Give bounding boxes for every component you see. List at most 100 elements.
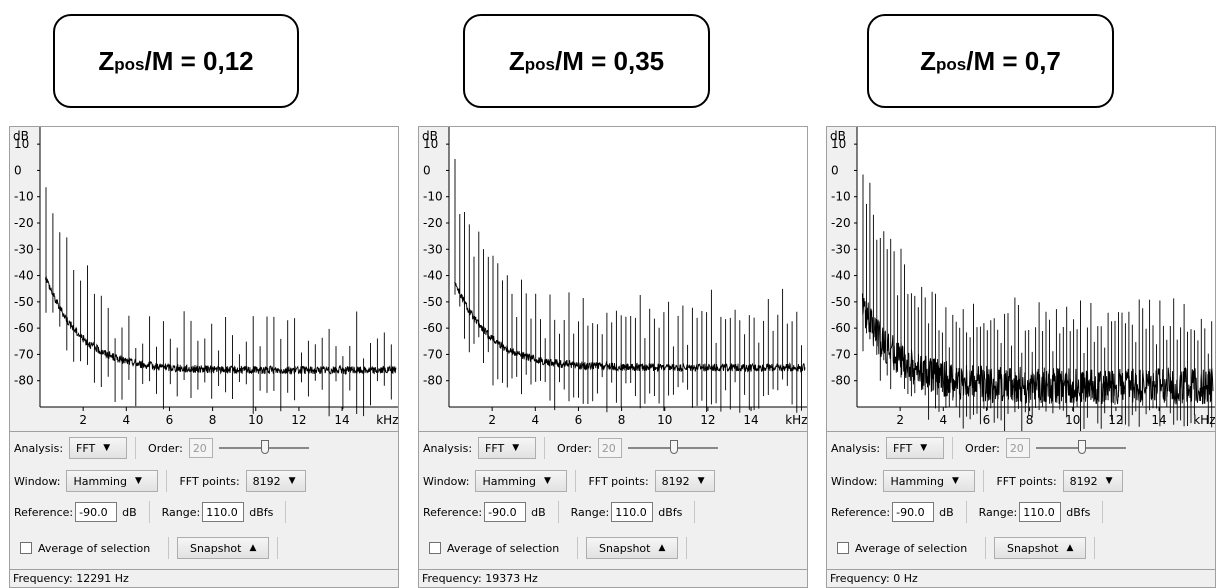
y-tick-label: -50 <box>831 295 851 309</box>
fft-points-value: 8192 <box>1069 474 1098 488</box>
average-label: Average of selection <box>447 541 560 555</box>
dropdown-arrow-icon: ▼ <box>543 476 551 486</box>
dropdown-arrow-icon: ▼ <box>288 476 296 486</box>
snapshot-label: Snapshot <box>190 541 242 555</box>
fft-points-dropdown[interactable]: 8192 ▼ <box>654 470 715 492</box>
order-slider[interactable] <box>627 437 718 459</box>
separator <box>1102 501 1104 523</box>
y-tick-label: -80 <box>14 374 34 388</box>
order-slider[interactable] <box>1035 437 1126 459</box>
reference-input[interactable]: -90.0 <box>484 502 527 522</box>
fft-points-label: FFT points: <box>588 474 649 488</box>
y-tick-label: 10 <box>423 137 438 151</box>
average-checkbox[interactable] <box>837 542 849 554</box>
analysis-dropdown[interactable]: FFT ▼ <box>69 437 128 459</box>
fft-points-dropdown[interactable]: 8192 ▼ <box>245 470 306 492</box>
y-tick-label: -40 <box>831 269 851 283</box>
dropdown-arrow-icon: ▼ <box>103 443 111 453</box>
spectrum-plot[interactable]: dB 10 0 -10 -20 -30 -40 -50 -60 -70 -80 2 4 6 8 10 12 14 k… <box>419 127 807 432</box>
y-tick-label: -70 <box>423 347 443 361</box>
order-field[interactable]: 20 <box>188 438 213 458</box>
range-input[interactable]: 110.0 <box>202 502 245 522</box>
snapshot-button[interactable]: Snapshot ▲ <box>994 537 1087 559</box>
reference-input[interactable]: -90.0 <box>892 502 935 522</box>
window-dropdown[interactable]: Hamming ▼ <box>66 470 159 492</box>
order-field[interactable]: 20 <box>597 438 622 458</box>
label-rest: /M = 0,7 <box>966 45 1061 76</box>
fft-points-value: 8192 <box>661 474 690 488</box>
y-tick-label: -80 <box>423 374 443 388</box>
window-dropdown[interactable]: Hamming ▼ <box>883 470 976 492</box>
snapshot-button[interactable]: Snapshot ▲ <box>586 537 679 559</box>
dropdown-arrow-icon: ▼ <box>512 443 520 453</box>
status-bar: Frequency: 19373 Hz <box>419 569 807 587</box>
reference-label: Reference: <box>831 505 891 519</box>
triangle-up-icon: ▲ <box>658 543 666 553</box>
frequency-readout: Frequency: 0 Hz <box>830 572 918 585</box>
fft-points-label: FFT points: <box>996 474 1057 488</box>
range-input[interactable]: 110.0 <box>611 502 654 522</box>
window-label: Window: <box>14 474 61 488</box>
separator <box>575 470 577 492</box>
reference-input[interactable]: -90.0 <box>75 502 118 522</box>
spectrum-plot[interactable]: dB 10 0 -10 -20 -30 -40 -50 -60 -70 -80 2 4 6 8 10 12 14 k… <box>10 127 398 432</box>
average-row: Average of selection Snapshot ▲ <box>419 533 695 563</box>
dropdown-arrow-icon: ▼ <box>920 443 928 453</box>
fft-points-dropdown[interactable]: 8192 ▼ <box>1062 470 1123 492</box>
y-tick-label: -40 <box>14 269 34 283</box>
y-tick-label: 0 <box>831 163 839 177</box>
order-field[interactable]: 20 <box>1005 438 1030 458</box>
window-row: Window: Hamming ▼ FFT points: 8192 ▼ <box>827 466 1123 496</box>
x-tick-label: 12 <box>291 413 306 427</box>
triangle-up-icon: ▲ <box>249 543 257 553</box>
separator <box>277 537 279 559</box>
label-sub: pos <box>936 55 967 74</box>
y-axis-label: dB <box>13 129 29 143</box>
slider-thumb[interactable] <box>260 440 269 454</box>
order-slider[interactable] <box>218 437 309 459</box>
analysis-dropdown[interactable]: FFT ▼ <box>886 437 945 459</box>
reference-unit: dB <box>531 505 546 519</box>
average-checkbox[interactable] <box>429 542 441 554</box>
spectrum-panel-2: dB 10 0 -10 -20 -30 -40 -50 -60 -70 -80 2 4 6 8 10 12 14 k… <box>418 126 808 588</box>
average-label: Average of selection <box>38 541 151 555</box>
y-tick-label: -40 <box>423 269 443 283</box>
x-tick-label: 12 <box>700 413 715 427</box>
range-label: Range: <box>161 505 201 519</box>
separator <box>168 537 170 559</box>
slider-thumb[interactable] <box>1077 440 1086 454</box>
reference-row: Reference: -90.0 dB Range: 110.0 dBfs <box>827 497 1111 527</box>
range-input[interactable]: 110.0 <box>1019 502 1062 522</box>
fft-points-value: 8192 <box>252 474 281 488</box>
y-tick-label: -20 <box>423 216 443 230</box>
x-tick-label: 14 <box>743 413 758 427</box>
x-tick-label: 8 <box>209 413 217 427</box>
average-checkbox[interactable] <box>20 542 32 554</box>
spectrum-plot[interactable]: dB 10 0 -10 -20 -30 -40 -50 -60 -70 -80 2 4 6 8 10 12 14 k… <box>827 127 1215 432</box>
analysis-label: Analysis: <box>831 441 881 455</box>
window-value: Hamming <box>482 474 536 488</box>
slider-thumb[interactable] <box>669 440 678 454</box>
window-dropdown[interactable]: Hamming ▼ <box>475 470 568 492</box>
range-unit: dBfs <box>658 505 683 519</box>
window-row: Window: Hamming ▼ FFT points: 8192 ▼ <box>10 466 306 496</box>
reference-unit: dB <box>939 505 954 519</box>
order-label: Order: <box>965 441 1000 455</box>
average-label: Average of selection <box>855 541 968 555</box>
window-label: Window: <box>423 474 470 488</box>
separator <box>148 501 150 523</box>
snapshot-button[interactable]: Snapshot ▲ <box>177 537 270 559</box>
x-tick-label: 6 <box>575 413 583 427</box>
separator <box>544 437 546 459</box>
spectrum-panel-1: dB 10 0 -10 -20 -30 -40 -50 -60 -70 -80 2 4 6 8 10 12 14 k… <box>9 126 399 588</box>
analysis-dropdown[interactable]: FFT ▼ <box>478 437 537 459</box>
y-tick-label: -10 <box>831 190 851 204</box>
x-tick-label: 14 <box>1151 413 1166 427</box>
label-rest: /M = 0,35 <box>555 45 665 76</box>
y-tick-label: -10 <box>14 190 34 204</box>
order-label: Order: <box>557 441 592 455</box>
